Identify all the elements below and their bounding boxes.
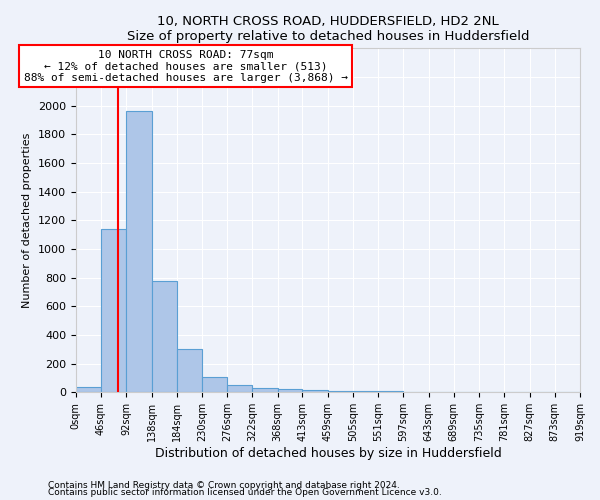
Bar	[302, 390, 328, 392]
Bar	[227, 385, 253, 392]
Bar	[101, 229, 126, 392]
Text: Contains public sector information licensed under the Open Government Licence v3: Contains public sector information licen…	[48, 488, 442, 497]
Text: Contains HM Land Registry data © Crown copyright and database right 2024.: Contains HM Land Registry data © Crown c…	[48, 480, 400, 490]
Bar	[278, 390, 302, 392]
Text: 10 NORTH CROSS ROAD: 77sqm
← 12% of detached houses are smaller (513)
88% of sem: 10 NORTH CROSS ROAD: 77sqm ← 12% of deta…	[23, 50, 347, 83]
Bar	[126, 112, 152, 392]
X-axis label: Distribution of detached houses by size in Huddersfield: Distribution of detached houses by size …	[155, 447, 501, 460]
Bar	[152, 282, 177, 393]
Bar	[202, 378, 227, 392]
Bar	[76, 388, 101, 392]
Bar	[328, 391, 353, 392]
Bar	[177, 350, 202, 393]
Y-axis label: Number of detached properties: Number of detached properties	[22, 132, 32, 308]
Bar	[253, 388, 278, 392]
Title: 10, NORTH CROSS ROAD, HUDDERSFIELD, HD2 2NL
Size of property relative to detache: 10, NORTH CROSS ROAD, HUDDERSFIELD, HD2 …	[127, 15, 529, 43]
Bar	[353, 391, 378, 392]
